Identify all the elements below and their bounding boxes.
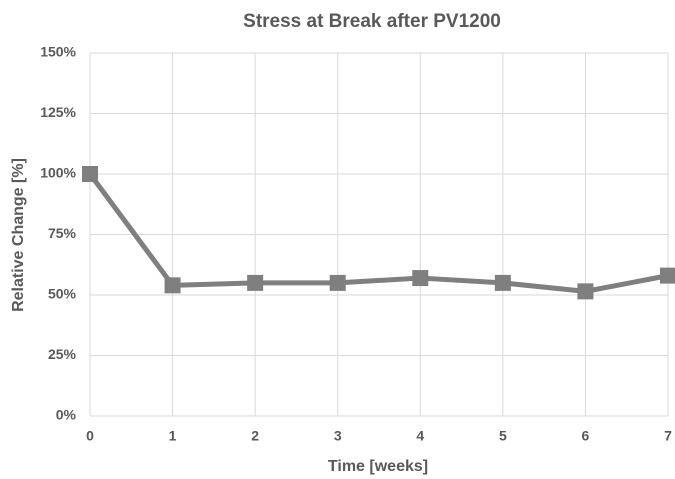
y-tick-label: 75% bbox=[48, 225, 77, 241]
x-tick-label: 0 bbox=[86, 428, 94, 444]
x-tick-label: 3 bbox=[334, 428, 342, 444]
y-axis-label: Relative Change [%] bbox=[10, 158, 27, 312]
y-tick-label: 100% bbox=[40, 165, 76, 181]
marker bbox=[577, 283, 594, 300]
series-line bbox=[87, 172, 669, 294]
y-tick-label: 50% bbox=[48, 286, 77, 302]
marker bbox=[164, 277, 181, 294]
marker bbox=[494, 274, 511, 291]
chart-title: Stress at Break after PV1200 bbox=[243, 11, 501, 32]
marker bbox=[412, 270, 429, 287]
x-tick-label: 5 bbox=[499, 428, 507, 444]
marker bbox=[247, 274, 264, 291]
x-tick-label: 6 bbox=[582, 428, 590, 444]
x-tick-label: 7 bbox=[664, 428, 672, 444]
y-tick-label: 0% bbox=[56, 407, 77, 423]
marker bbox=[82, 166, 98, 182]
y-tick-label: 125% bbox=[40, 104, 76, 120]
x-tick-label: 4 bbox=[416, 428, 424, 444]
y-tick-label: 25% bbox=[48, 346, 77, 362]
marker bbox=[329, 274, 346, 291]
x-axis-label: Time [weeks] bbox=[328, 458, 428, 475]
y-tick-label: 150% bbox=[40, 44, 76, 60]
x-tick-label: 2 bbox=[251, 428, 259, 444]
x-tick-label: 1 bbox=[169, 428, 177, 444]
marker bbox=[660, 267, 675, 284]
